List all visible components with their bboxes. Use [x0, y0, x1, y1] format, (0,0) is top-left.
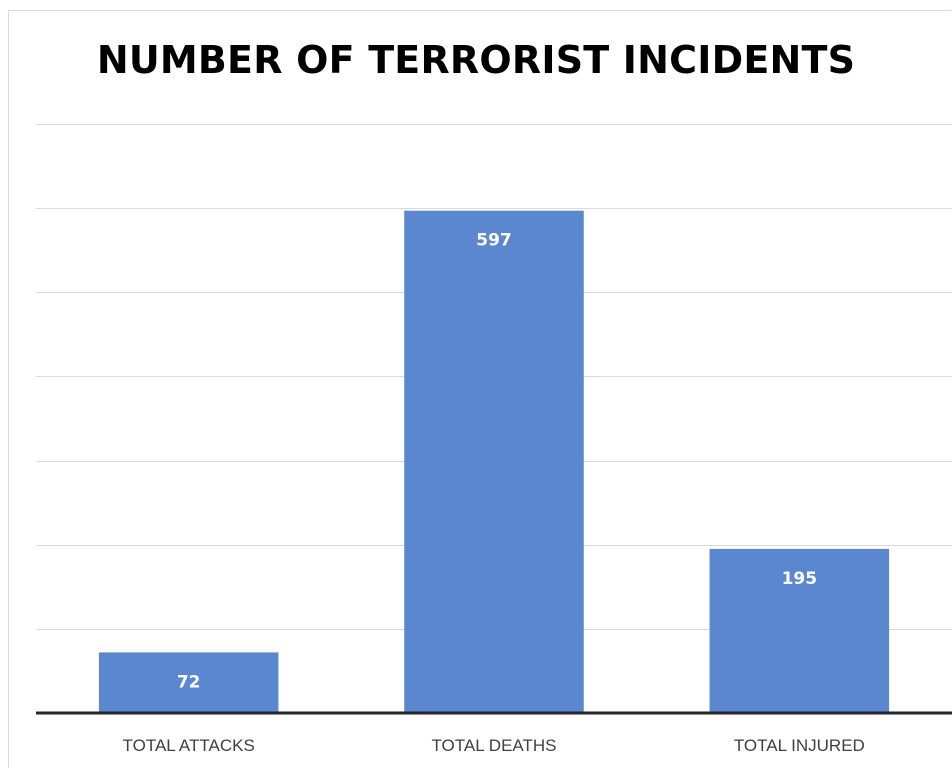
category-label-total-attacks: TOTAL ATTACKS [123, 736, 255, 755]
data-labels: 72 597 195 [177, 231, 817, 693]
category-labels: TOTAL ATTACKS TOTAL DEATHS TOTAL INJURED [123, 736, 865, 755]
data-label-total-deaths: 597 [476, 231, 512, 251]
category-label-total-deaths: TOTAL DEATHS [431, 736, 556, 755]
bars [98, 210, 890, 713]
data-label-total-attacks: 72 [177, 672, 201, 692]
data-label-total-injured: 195 [782, 569, 818, 589]
bar-total-attacks [98, 652, 279, 713]
category-label-total-injured: TOTAL INJURED [734, 736, 865, 755]
bar-total-deaths [404, 210, 584, 713]
chart-title: NUMBER OF TERRORIST INCIDENTS [96, 38, 856, 82]
bar-total-injured [709, 548, 890, 713]
chart-frame [8, 10, 951, 768]
